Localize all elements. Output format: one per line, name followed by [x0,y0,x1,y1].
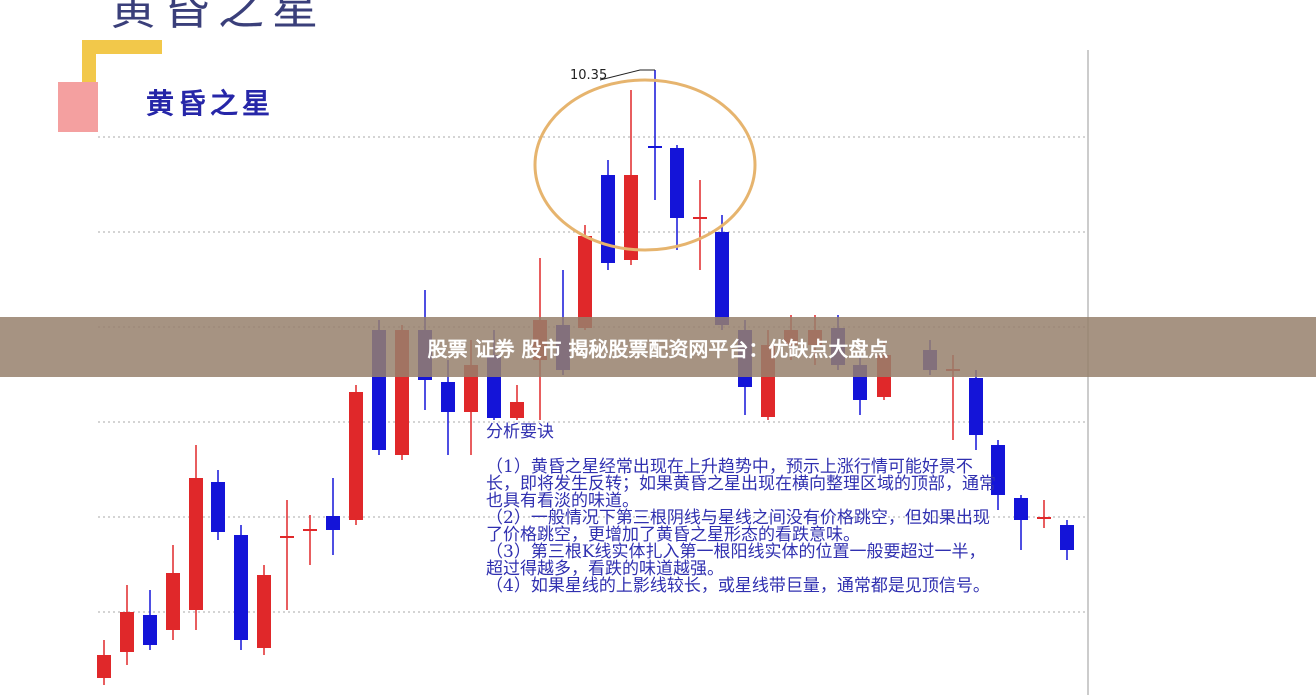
decor-bar [82,40,96,85]
candle-body [189,478,203,610]
candle-body [578,236,592,328]
decor-block [58,82,98,132]
candle-body [1060,525,1074,550]
analysis-point: （1）黄昏之星经常出现在上升趋势中，预示上涨行情可能好景不长，即将发生反转；如果… [486,457,996,511]
decor-bar [82,40,162,54]
candle-body [670,148,684,218]
banner-title: 股票 证券 股市 揭秘股票配资网平台：优缺点大盘点 [427,336,889,361]
candle-body [326,516,340,530]
candle-body [257,575,271,648]
candle-body [969,378,983,435]
candle-body [510,402,524,418]
highlight-circle [533,78,757,252]
inner-title: 黄昏之星 [146,87,275,120]
candle-body [693,217,707,219]
price-label-leader [599,69,655,81]
candle-body [97,655,111,678]
top-title: 黄昏之星 [110,0,326,35]
candle-body [1014,498,1028,520]
candle-body [441,382,455,412]
candle-body [166,573,180,630]
candle-body [120,612,134,652]
candle-body [303,529,317,531]
peak-price-label: 10.35 [570,68,608,83]
candle-body [648,146,662,148]
candle-body [1037,517,1051,519]
analysis-point: （4）如果星线的上影线较长，或星线带巨量，通常都是见顶信号。 [486,576,990,596]
candle-body [601,175,615,263]
analysis-text: 分析要诀 （1）黄昏之星经常出现在上升趋势中，预示上涨行情可能好景不长，即将发生… [486,424,996,595]
analysis-point: （3）第三根K线实体扎入第一根阳线实体的位置一般要超过一半，超过得越多，看跌的味… [486,542,986,579]
analysis-point: （2）一般情况下第三根阴线与星线之间没有价格跳空，但如果出现了价格跳空，更增加了… [486,508,990,545]
candle-body [349,392,363,520]
analysis-heading: 分析要诀 [486,422,554,442]
candle-body [715,232,729,325]
candle-body [991,445,1005,495]
candle-body [280,536,294,538]
candle-body [211,482,225,532]
candle-body [143,615,157,645]
title-banner: 股票 证券 股市 揭秘股票配资网平台：优缺点大盘点 [0,317,1316,377]
candle-body [624,175,638,260]
candle-body [234,535,248,640]
